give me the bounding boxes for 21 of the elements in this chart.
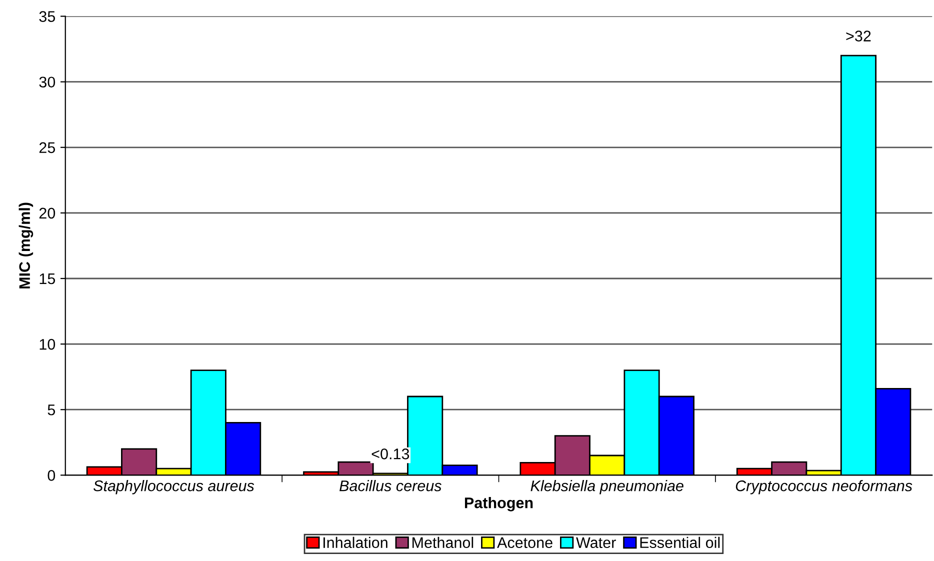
- x-axis-title: Pathogen: [464, 497, 533, 512]
- y-tick-label: 25: [39, 142, 56, 154]
- x-tick-label: Staphyllococcus aureus: [93, 480, 254, 494]
- x-tick-label: Klebsiella pneumoniae: [530, 480, 684, 494]
- legend-label: Water: [576, 537, 616, 548]
- legend-label: Methanol: [412, 536, 474, 548]
- legend-label: Inhalation: [323, 536, 388, 548]
- data-label: >32: [846, 30, 871, 42]
- data-label: <0.13: [372, 448, 410, 460]
- y-tick-label: 15: [40, 274, 56, 284]
- y-axis-title: MIC (mg/ml): [18, 202, 34, 288]
- legend-label: Acetone: [497, 537, 552, 548]
- y-tick-label: 0: [48, 470, 56, 481]
- y-tick-label: 35: [39, 11, 56, 22]
- y-tick-label: 5: [48, 404, 56, 416]
- y-tick-label: 30: [39, 76, 56, 88]
- legend-label: Essential oil: [640, 536, 720, 548]
- y-tick-label: 20: [39, 208, 56, 219]
- x-tick-label: Cryptococcus neoformans: [736, 480, 912, 494]
- y-tick-label: 10: [40, 338, 56, 350]
- x-tick-label: Bacillus cereus: [340, 480, 442, 492]
